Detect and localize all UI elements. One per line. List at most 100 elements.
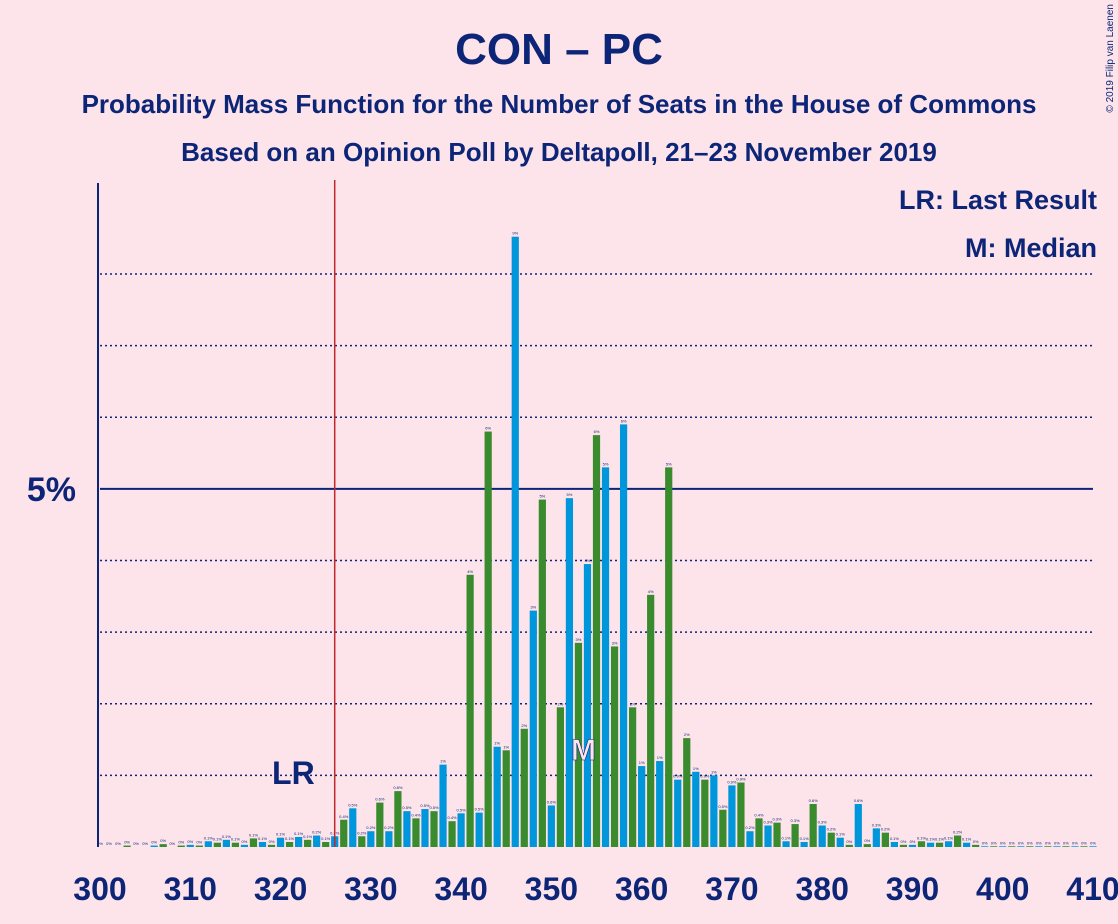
- bar: [809, 804, 817, 847]
- value-label: 1%: [503, 744, 509, 749]
- bar: [285, 841, 294, 847]
- value-label: 0.9%: [673, 774, 683, 779]
- value-label: 0.1%: [944, 835, 954, 840]
- value-label: 0.1%: [935, 837, 945, 842]
- value-label: 0.1%: [782, 835, 792, 840]
- value-label: 0.3%: [872, 822, 882, 827]
- bar: [863, 844, 871, 847]
- bar: [520, 728, 528, 847]
- legend-entry: M: Median: [965, 233, 1097, 263]
- value-label: 0.5%: [718, 804, 728, 809]
- median-label: M: [571, 734, 596, 767]
- value-label: 0%: [901, 839, 907, 844]
- bar: [665, 467, 673, 847]
- bar: [1089, 846, 1097, 847]
- value-label: 0.2%: [881, 827, 891, 832]
- bar: [990, 846, 998, 847]
- value-label: 0%: [1090, 840, 1096, 845]
- value-label: 0%: [97, 841, 103, 846]
- bar: [430, 811, 438, 847]
- value-label: 0.2%: [745, 825, 755, 830]
- value-label: 0%: [1081, 840, 1087, 845]
- value-label: 0%: [242, 839, 248, 844]
- value-label: 0%: [196, 840, 202, 845]
- value-label: 5%: [539, 494, 545, 499]
- chart-subtitle: Probability Mass Function for the Number…: [82, 89, 1037, 119]
- value-label: 0.4%: [754, 812, 764, 817]
- value-label: 0%: [169, 841, 175, 846]
- x-tick-label: 330: [344, 871, 397, 907]
- x-tick-label: 400: [976, 871, 1029, 907]
- value-label: 0.4%: [411, 812, 421, 817]
- x-tick-label: 370: [705, 871, 758, 907]
- bar: [186, 844, 194, 847]
- value-label: 0.5%: [475, 807, 485, 812]
- bar: [475, 812, 483, 847]
- bar: [1080, 846, 1088, 847]
- bar: [692, 771, 700, 847]
- bar: [683, 738, 691, 847]
- value-label: 0.6%: [854, 798, 864, 803]
- chart-title: CON – PC: [455, 25, 663, 74]
- bar: [466, 574, 474, 847]
- bar: [917, 841, 926, 847]
- bar: [981, 846, 989, 847]
- bar: [177, 845, 185, 847]
- value-label: 0%: [106, 841, 112, 846]
- value-label: 0%: [982, 840, 988, 845]
- x-tick-label: 380: [795, 871, 848, 907]
- value-label: 0.1%: [213, 837, 223, 842]
- value-label: 0%: [133, 841, 139, 846]
- bar: [565, 498, 574, 847]
- bar: [647, 594, 655, 847]
- value-label: 0%: [1045, 840, 1051, 845]
- bar: [304, 839, 312, 847]
- bar: [213, 842, 221, 847]
- bar: [764, 825, 772, 847]
- bar: [656, 761, 664, 847]
- value-label: 0.4%: [339, 814, 349, 819]
- x-tick-label: 390: [886, 871, 939, 907]
- bar: [349, 808, 357, 847]
- value-label: 0%: [1009, 840, 1015, 845]
- bar: [538, 499, 546, 847]
- value-label: 0%: [1027, 840, 1033, 845]
- value-label: 0%: [160, 838, 166, 843]
- copyright: © 2019 Filip van Laenen: [1105, 4, 1116, 113]
- value-label: 9%: [512, 231, 518, 236]
- bar: [249, 838, 258, 847]
- bar: [845, 844, 853, 847]
- bar: [854, 804, 862, 847]
- bar: [1044, 846, 1052, 847]
- value-label: 3%: [576, 637, 582, 642]
- bar: [935, 842, 944, 847]
- value-label: 0%: [1000, 840, 1006, 845]
- value-label: 0%: [864, 838, 870, 843]
- x-tick-label: 410: [1066, 871, 1118, 907]
- bar: [276, 837, 285, 847]
- value-label: 0.6%: [809, 798, 819, 803]
- bar: [746, 831, 754, 847]
- value-label: 0.1%: [303, 834, 313, 839]
- value-label: 1%: [494, 741, 500, 746]
- value-label: 0.2%: [384, 825, 394, 830]
- chart-subtitle: Based on an Opinion Poll by Deltapoll, 2…: [181, 137, 937, 167]
- bar: [340, 819, 348, 847]
- bar: [231, 842, 240, 847]
- value-label: 0.1%: [926, 837, 936, 842]
- value-label: 0.9%: [700, 774, 710, 779]
- value-label: 0.1%: [890, 836, 900, 841]
- bar: [953, 835, 962, 847]
- value-label: 5%: [666, 461, 672, 466]
- legend-entry: LR: Last Result: [899, 185, 1097, 215]
- bar: [619, 424, 628, 847]
- bar: [240, 844, 249, 847]
- value-label: 0.1%: [231, 837, 241, 842]
- bar: [800, 841, 808, 847]
- value-label: 0%: [1072, 840, 1078, 845]
- value-label: 0.1%: [249, 832, 259, 837]
- value-label: 0.2%: [827, 827, 837, 832]
- value-label: 0%: [142, 841, 148, 846]
- bar: [944, 841, 953, 847]
- value-label: 0%: [178, 840, 184, 845]
